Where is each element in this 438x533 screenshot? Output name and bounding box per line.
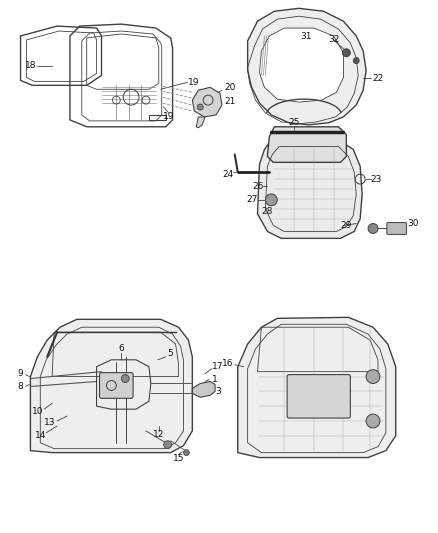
Text: 26: 26 — [253, 182, 264, 190]
Text: 12: 12 — [153, 430, 164, 439]
Polygon shape — [267, 127, 346, 163]
Text: 14: 14 — [35, 431, 46, 440]
Polygon shape — [247, 9, 366, 125]
Text: 21: 21 — [224, 96, 236, 106]
Circle shape — [121, 375, 129, 383]
Text: 8: 8 — [18, 382, 23, 391]
Circle shape — [265, 194, 277, 206]
Text: 9: 9 — [18, 369, 23, 378]
Text: 3: 3 — [215, 387, 221, 396]
Text: 18: 18 — [25, 61, 36, 70]
Polygon shape — [30, 319, 192, 453]
Circle shape — [366, 414, 380, 428]
Text: 31: 31 — [300, 33, 311, 42]
Polygon shape — [192, 382, 215, 397]
Text: 24: 24 — [222, 169, 233, 179]
Circle shape — [366, 370, 380, 384]
Text: 6: 6 — [118, 344, 124, 353]
Polygon shape — [258, 140, 362, 238]
Text: 1: 1 — [212, 375, 218, 384]
Text: 22: 22 — [372, 74, 384, 83]
Text: 23: 23 — [370, 175, 381, 184]
Polygon shape — [196, 117, 205, 128]
Circle shape — [368, 223, 378, 233]
Text: 25: 25 — [288, 118, 300, 127]
FancyBboxPatch shape — [387, 223, 406, 235]
Circle shape — [197, 104, 203, 110]
Text: 15: 15 — [173, 454, 184, 463]
Text: 20: 20 — [224, 83, 236, 92]
Circle shape — [164, 441, 172, 449]
Text: 10: 10 — [32, 407, 43, 416]
Circle shape — [343, 49, 350, 56]
FancyBboxPatch shape — [99, 373, 133, 398]
Polygon shape — [192, 87, 222, 117]
Text: 17: 17 — [212, 362, 224, 371]
Polygon shape — [259, 28, 343, 102]
Text: 27: 27 — [246, 196, 257, 204]
Polygon shape — [238, 317, 396, 457]
Text: 30: 30 — [408, 219, 419, 228]
Text: 13: 13 — [44, 418, 56, 427]
FancyBboxPatch shape — [287, 375, 350, 418]
Text: 32: 32 — [328, 35, 339, 44]
Text: 29: 29 — [341, 221, 352, 230]
Text: 19: 19 — [163, 112, 174, 122]
Circle shape — [353, 58, 359, 63]
Text: 5: 5 — [168, 349, 173, 358]
Text: 28: 28 — [261, 207, 273, 216]
Text: 16: 16 — [222, 359, 233, 368]
Text: 19: 19 — [187, 78, 199, 87]
Circle shape — [184, 450, 189, 456]
